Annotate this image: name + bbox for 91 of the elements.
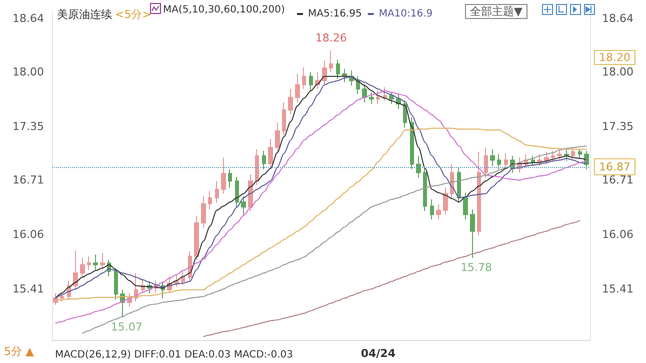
candlestick xyxy=(255,148,259,186)
candlestick xyxy=(73,250,78,290)
annotation: 15.07 xyxy=(110,320,142,334)
candlestick xyxy=(389,92,394,105)
candlestick xyxy=(410,116,414,170)
candlestick xyxy=(403,100,407,128)
candlestick xyxy=(504,152,508,168)
text: 18.20 xyxy=(599,51,630,64)
candlestick xyxy=(241,196,246,215)
annotation: 全部主题▼ xyxy=(470,5,523,18)
y-tick-label: 18.64 xyxy=(12,12,44,26)
candlestick xyxy=(369,92,374,105)
y2-tick-label: 15.41 xyxy=(602,282,634,296)
line-series xyxy=(54,90,588,324)
legend-label: MA10:16.9 xyxy=(378,8,433,20)
text: 5分 ▲ xyxy=(4,345,34,358)
candlestick xyxy=(275,122,280,152)
ref-line-label: 16.87 xyxy=(599,160,630,174)
candlestick xyxy=(248,174,253,212)
candlestick xyxy=(80,258,85,278)
candlestick xyxy=(551,150,555,162)
y-tick-label: 17.35 xyxy=(12,120,44,134)
candlestick xyxy=(93,254,98,270)
candlestick xyxy=(578,148,582,160)
candlestick xyxy=(60,290,64,302)
candlestick xyxy=(463,192,468,220)
candlestick xyxy=(309,72,313,92)
candlestick xyxy=(53,292,58,306)
candlestick xyxy=(201,196,206,228)
candlestick xyxy=(342,68,347,83)
line-series xyxy=(54,128,588,300)
candlestick xyxy=(571,147,575,160)
line-series xyxy=(54,76,588,299)
y2-tick-label: 18.00 xyxy=(602,66,634,79)
candlestick xyxy=(127,292,132,308)
candlestick xyxy=(416,155,421,178)
legend-label: MA5:16.95 xyxy=(308,8,362,20)
y-tick-label: 15.41 xyxy=(12,282,44,296)
annotation: 15.78 xyxy=(460,261,492,274)
candlestick xyxy=(423,167,427,212)
candlestick xyxy=(376,90,380,105)
candlestick xyxy=(322,60,327,86)
candlestick xyxy=(295,73,300,103)
annotation: 18.26 xyxy=(315,31,347,44)
line-series xyxy=(82,145,588,334)
chart-subtitle: <5分> xyxy=(115,8,152,21)
candlestick xyxy=(383,86,387,102)
candlestick xyxy=(87,256,91,270)
candlestick xyxy=(282,102,286,136)
candlestick xyxy=(450,164,454,198)
candlestick xyxy=(174,274,179,287)
candlestick xyxy=(208,190,212,210)
candlestick xyxy=(557,148,562,160)
y2-tick-label: 16.06 xyxy=(602,228,634,242)
candlestick xyxy=(457,167,461,204)
candlestick xyxy=(228,168,232,188)
candlestick xyxy=(215,180,219,204)
candlestick xyxy=(443,187,448,215)
candlestick xyxy=(356,76,360,94)
annotation: MA(5,10,30,60,100,200) xyxy=(163,4,285,16)
candlestick xyxy=(430,198,434,220)
candlestick xyxy=(490,148,495,166)
y-tick-label: 16.71 xyxy=(12,174,44,187)
candlestick xyxy=(497,154,501,170)
y-tick-label: 18.00 xyxy=(12,66,44,79)
candlestick xyxy=(362,83,367,103)
candlestick xyxy=(484,147,488,178)
text: MACD(26,12,9) DIFF:0.01 DEA:0.03 MACD:-0.03 xyxy=(55,350,294,360)
y2-tick-label: 18.64 xyxy=(602,12,634,26)
candlestick xyxy=(114,268,118,300)
candlestick xyxy=(436,204,441,220)
candlestick xyxy=(181,270,185,286)
candlestick xyxy=(477,151,481,236)
candlestick xyxy=(544,151,549,165)
chart-title: 美原油连续 xyxy=(57,8,112,21)
candlestick xyxy=(470,208,475,258)
candlestick xyxy=(100,252,105,270)
candlestick xyxy=(194,216,199,260)
candlestick xyxy=(336,59,340,80)
candlestick xyxy=(221,157,226,194)
x-tick-label: 04/24 xyxy=(360,347,396,360)
y-tick-label: 16.06 xyxy=(12,228,44,242)
candlestick xyxy=(302,66,306,90)
y2-tick-label: 17.35 xyxy=(602,120,634,134)
y2-tick-label: 16.71 xyxy=(602,174,634,187)
candlestick xyxy=(329,50,333,73)
candlestick xyxy=(262,150,266,170)
candlestick xyxy=(288,88,293,115)
candlestick xyxy=(235,176,239,208)
candlestick xyxy=(268,138,273,168)
line-series xyxy=(202,220,580,338)
